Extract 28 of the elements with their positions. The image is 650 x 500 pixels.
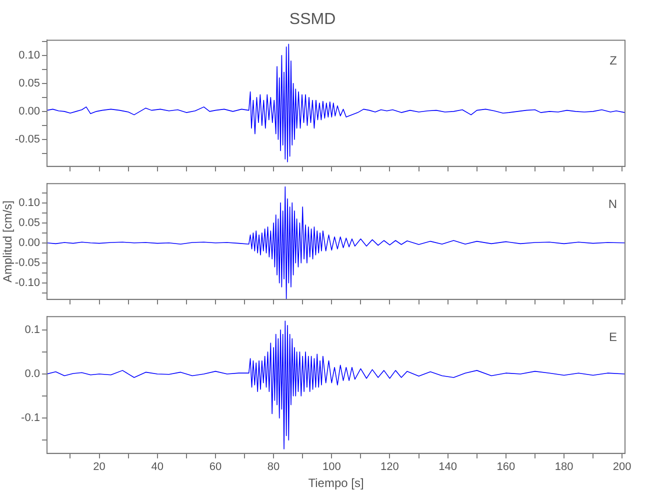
y-tick-label: 0.00 — [18, 105, 40, 118]
x-tick-label: 60 — [209, 461, 222, 474]
y-tick-label: 0.10 — [18, 49, 40, 62]
y-tick-label: -0.1 — [21, 412, 40, 424]
x-tick-label: 160 — [496, 461, 516, 474]
annotation: E — [608, 330, 617, 344]
y-tick-label: -0.05 — [14, 256, 40, 269]
y-tick-label: 0.10 — [18, 196, 40, 209]
y-tick-label: -0.10 — [14, 277, 40, 290]
y-tick-label: 0.05 — [18, 216, 40, 229]
x-tick-label: 140 — [438, 461, 458, 474]
y-tick-label: 0.05 — [18, 77, 40, 90]
x-tick-label: 80 — [267, 461, 280, 474]
x-tick-label: 20 — [93, 461, 106, 474]
y-tick-label: 0.1 — [24, 324, 40, 336]
x-tick-label: 100 — [322, 461, 341, 474]
y-tick-label: 0.0 — [24, 368, 40, 380]
x-tick-label: 180 — [554, 461, 574, 474]
annotation: N — [608, 196, 617, 211]
x-tick-label: 200 — [612, 461, 632, 474]
chart-title: SSMD — [289, 11, 336, 28]
y-tick-label: 0.00 — [18, 236, 40, 249]
y-tick-label: -0.05 — [14, 134, 40, 146]
x-axis-title: Tiempo [s] — [308, 476, 364, 490]
x-tick-label: 120 — [380, 461, 399, 474]
y-axis-title: Amplitud [cm/s] — [0, 200, 15, 283]
annotation: Z — [610, 54, 617, 68]
x-tick-label: 40 — [151, 461, 164, 474]
